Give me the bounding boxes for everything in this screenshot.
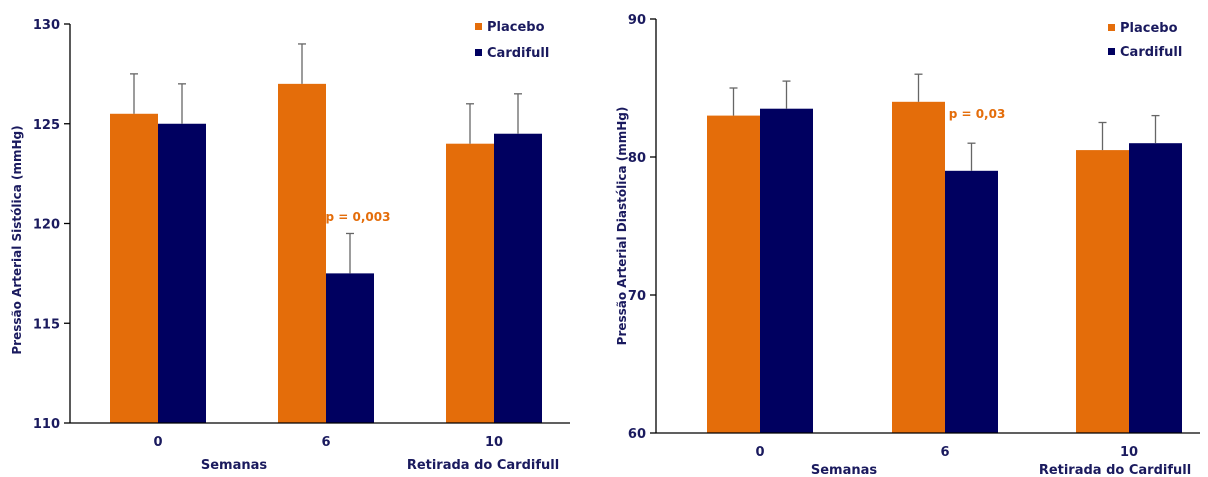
bar-cardifull-0 <box>158 123 206 423</box>
systolic-chart: Pressão Arterial Sistólica (mmHg) 110 115… <box>10 18 570 473</box>
y-tick-label: 90 <box>628 13 646 28</box>
bar-placebo-6 <box>892 101 945 434</box>
diastolic-chart: Pressão Arterial Diastólica (mmHg) 60708… <box>615 13 1200 477</box>
axes <box>655 19 1200 434</box>
legend-swatch-cardifull <box>1108 48 1115 55</box>
y-tick-label: 125 <box>33 118 60 133</box>
legend: Placebo Cardifull <box>475 20 549 61</box>
legend-label-cardifull: Cardifull <box>487 46 549 61</box>
x-tick-label: 6 <box>940 445 949 460</box>
bar-placebo-6 <box>278 83 326 423</box>
legend-swatch-cardifull <box>475 49 482 56</box>
y-tick-label: 130 <box>33 18 60 33</box>
bar-placebo-0 <box>110 113 158 424</box>
x-tick-label: 6 <box>321 435 330 450</box>
axes <box>69 24 570 424</box>
y-tick-label: 110 <box>33 417 60 432</box>
y-axis-title: Pressão Arterial Diastólica (mmHg) <box>615 107 629 346</box>
x-tick-label: 0 <box>755 445 764 460</box>
x-axis-label-retirada: Retirada do Cardifull <box>1039 463 1191 477</box>
legend-swatch-placebo <box>1108 24 1115 31</box>
x-tick-label: 10 <box>1120 445 1138 460</box>
bar-cardifull-6 <box>326 273 374 423</box>
x-tick-label: 10 <box>485 435 503 450</box>
y-tick-label: 120 <box>33 218 60 233</box>
p-value-annotation: p = 0,003 <box>326 210 391 224</box>
bar-cardifull-10 <box>494 133 542 423</box>
legend: Placebo Cardifull <box>1108 21 1182 60</box>
p-value-annotation: p = 0,03 <box>949 107 1006 121</box>
y-tick-label: 70 <box>628 289 646 304</box>
y-tick-label: 60 <box>628 427 646 442</box>
x-axis-label-semanas: Semanas <box>811 463 878 477</box>
bar-placebo-10 <box>1076 150 1129 433</box>
x-tick-label: 0 <box>153 435 162 450</box>
bar-placebo-0 <box>707 115 760 433</box>
legend-label-cardifull: Cardifull <box>1120 45 1182 60</box>
bar-cardifull-10 <box>1129 143 1182 433</box>
bar-cardifull-0 <box>760 108 813 433</box>
bar-placebo-10 <box>446 143 494 423</box>
bar-cardifull-6 <box>945 170 998 434</box>
y-tick-label: 115 <box>33 317 60 332</box>
y-axis-title: Pressão Arterial Sistólica (mmHg) <box>10 125 24 354</box>
y-tick-label: 80 <box>628 151 646 166</box>
x-axis-label-semanas: Semanas <box>201 458 268 473</box>
legend-label-placebo: Placebo <box>487 20 545 35</box>
legend-swatch-placebo <box>475 23 482 30</box>
legend-label-placebo: Placebo <box>1120 21 1178 36</box>
x-axis-label-retirada: Retirada do Cardifull <box>407 458 559 473</box>
